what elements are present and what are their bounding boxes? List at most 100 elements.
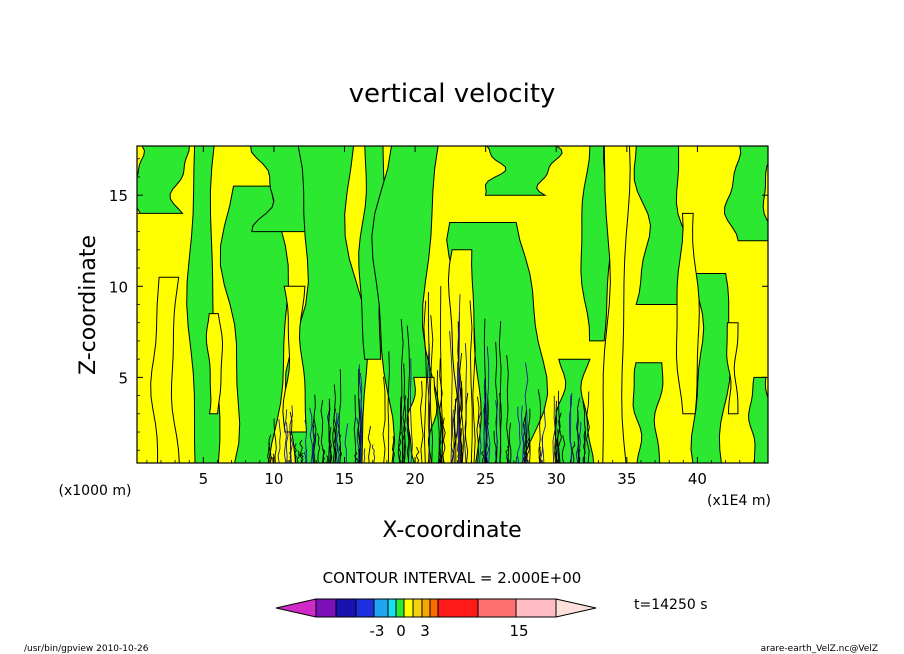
updraft-contour (304, 420, 308, 463)
x-tick-label: 20 (406, 470, 425, 488)
updraft-contour (406, 325, 410, 463)
y-axis: 5 10 15 (109, 158, 768, 451)
updraft-contour (420, 380, 424, 463)
updraft-contour (303, 448, 308, 463)
footer-right: arare-earth_VelZ.nc@VelZ (761, 644, 878, 654)
updraft-contour (508, 422, 512, 463)
y-tick-label: 10 (109, 278, 128, 296)
updraft-contour (460, 381, 464, 463)
updraft-contour (367, 425, 371, 463)
updraft-contour (459, 352, 463, 463)
updraft-contours (267, 285, 590, 463)
updraft-contour (398, 431, 402, 463)
updraft-contour (464, 343, 467, 463)
colorbar-tick-label: 15 (509, 622, 528, 640)
updraft-contour (402, 395, 406, 463)
updraft-contour (583, 430, 586, 463)
updraft-contour (495, 400, 498, 463)
colorbar-tick-label: -3 (370, 622, 385, 640)
updraft-contour (582, 456, 586, 463)
updraft-contour (552, 395, 556, 463)
updraft-contour (521, 405, 524, 463)
x-tick-label: 5 (199, 470, 209, 488)
updraft-contour (472, 327, 476, 463)
x-tick-label: 35 (617, 470, 636, 488)
updraft-contour (406, 398, 410, 463)
negative-region (484, 146, 563, 196)
colorbar-segment (421, 598, 431, 618)
x-tick-label: 25 (476, 470, 495, 488)
x-tick-label: 15 (335, 470, 354, 488)
updraft-contour (313, 394, 317, 463)
updraft-contour (321, 448, 326, 463)
colorbar-segment (403, 598, 414, 618)
colorbar-arrow-high (555, 598, 597, 618)
updraft-contour (326, 455, 329, 463)
negative-region (723, 146, 768, 242)
colorbar-segment (412, 598, 423, 618)
updraft-contour (299, 452, 304, 463)
updraft-contour (486, 422, 490, 463)
updraft-contour (459, 428, 463, 463)
negative-region (632, 362, 664, 463)
chart-title: vertical velocity (349, 79, 556, 109)
colorbar-segment (477, 598, 517, 618)
updraft-contour (391, 436, 395, 463)
updraft-contour (575, 410, 580, 463)
negative-region (284, 146, 369, 463)
positive-region (602, 146, 631, 463)
updraft-contour (316, 433, 321, 463)
colorbar-segment (437, 598, 479, 618)
y-tick-label: 5 (118, 369, 128, 387)
updraft-contour (402, 421, 406, 463)
updraft-contour (344, 423, 349, 463)
updraft-contour (561, 435, 566, 463)
updraft-contour (329, 427, 333, 463)
updraft-contour (516, 406, 521, 463)
updraft-contour (450, 409, 454, 463)
updraft-contour (382, 376, 386, 463)
x-axis-label: X-coordinate (382, 518, 521, 543)
colorbar-tick-label: 3 (420, 622, 430, 640)
updraft-contour (483, 378, 486, 463)
updraft-contour (328, 402, 330, 463)
updraft-contour (457, 294, 461, 463)
colorbar-segment (515, 598, 557, 618)
updraft-contour (272, 453, 275, 463)
updraft-contour (453, 398, 456, 463)
colorbar-arrow-low (275, 598, 317, 618)
updraft-contour (277, 419, 281, 463)
footer-left: /usr/bin/gpview 2010-10-26 (24, 644, 149, 654)
updraft-contour (409, 358, 413, 463)
updraft-contour (400, 319, 404, 463)
contour-interval-label: CONTOUR INTERVAL = 2.000E+00 (323, 569, 582, 587)
updraft-contour (540, 435, 544, 463)
updraft-contour (571, 441, 576, 463)
updraft-contour (524, 409, 527, 463)
updraft-contour (338, 369, 342, 463)
colorbar-segment (373, 598, 389, 618)
updraft-contour (285, 422, 289, 463)
updraft-contour (296, 450, 300, 463)
x-tick-label: 40 (688, 470, 707, 488)
colorbar-segment (335, 598, 357, 618)
updraft-contour (522, 423, 526, 463)
colorbar-tick-label: 0 (396, 622, 406, 640)
y-axis-label: Z-coordinate (76, 235, 101, 375)
updraft-contour (312, 416, 315, 463)
colorbar-segment (355, 598, 375, 618)
updraft-contour (436, 370, 440, 463)
updraft-contour (283, 409, 288, 463)
updraft-contour (320, 400, 325, 463)
updraft-contour (515, 455, 518, 463)
updraft-contour (333, 384, 337, 463)
updraft-contour (499, 392, 502, 463)
updraft-contour (416, 446, 420, 463)
x-axis: 5 10 15 20 25 30 35 40 (146, 146, 755, 488)
positive-region (205, 313, 224, 415)
x-tick-label: 30 (547, 470, 566, 488)
colorbar: -3 0 3 15 (275, 598, 597, 640)
updraft-contour (387, 351, 390, 463)
updraft-contour (293, 443, 297, 463)
positive-region (150, 276, 180, 463)
